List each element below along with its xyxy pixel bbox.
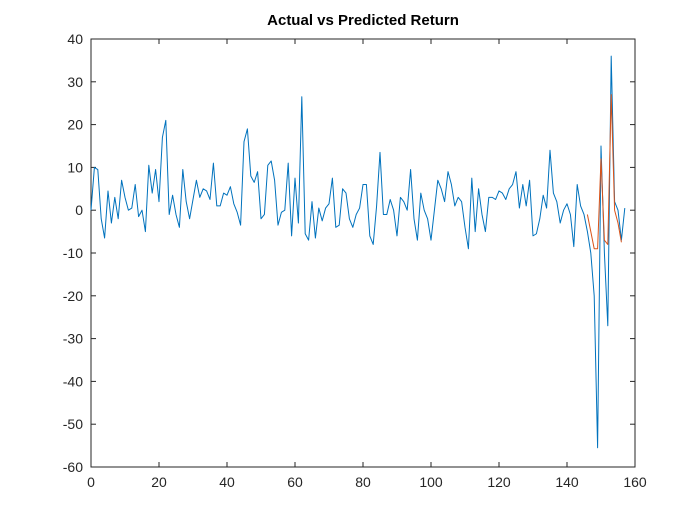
y-tick-label: 30: [67, 74, 83, 90]
y-tick-label: -60: [63, 459, 83, 475]
x-tick-label: 80: [355, 474, 371, 490]
y-tick-label: 20: [67, 117, 83, 133]
x-tick-label: 0: [87, 474, 95, 490]
x-tick-label: 160: [623, 474, 647, 490]
series-line: [90, 55, 626, 449]
y-tick-label: -20: [63, 288, 83, 304]
y-tick-label: -10: [63, 245, 83, 261]
y-tick-label: 10: [67, 159, 83, 175]
x-tick-label: 60: [287, 474, 303, 490]
series-line: [586, 94, 622, 250]
y-tick-label: -40: [63, 373, 83, 389]
x-tick-label: 140: [555, 474, 579, 490]
y-tick-label: 40: [67, 31, 83, 47]
x-tick-label: 20: [151, 474, 167, 490]
x-tick-label: 40: [219, 474, 235, 490]
y-tick-label: -50: [63, 416, 83, 432]
y-tick-label: 0: [75, 202, 83, 218]
chart-title: Actual vs Predicted Return: [267, 12, 459, 29]
x-tick-label: 120: [487, 474, 511, 490]
x-tick-label: 100: [419, 474, 443, 490]
y-tick-label: -30: [63, 331, 83, 347]
